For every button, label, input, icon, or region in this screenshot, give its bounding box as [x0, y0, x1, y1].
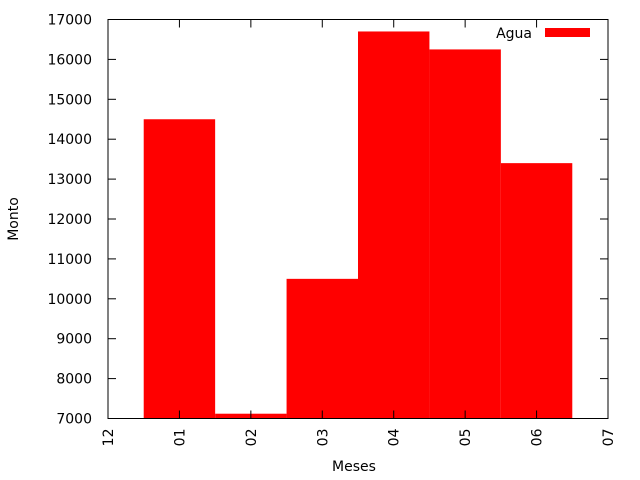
- bars-layer: [143, 31, 573, 419]
- bar-03: [286, 278, 358, 419]
- bar-06: [500, 163, 573, 419]
- y-tick-label: 10000: [47, 292, 92, 308]
- legend-swatch: [545, 28, 590, 37]
- x-axis-label: Meses: [332, 459, 376, 475]
- bar-05: [429, 49, 501, 419]
- x-tick-label: 06: [530, 428, 546, 446]
- x-tick-label: 07: [601, 429, 617, 447]
- y-tick-label: 11000: [47, 252, 92, 268]
- y-tick-label: 7000: [56, 412, 92, 428]
- y-tick-label: 14000: [47, 132, 92, 148]
- legend: Agua: [496, 26, 590, 42]
- y-tick-label: 17000: [47, 13, 92, 29]
- y-axis-label: Monto: [6, 197, 22, 241]
- y-tick-label: 13000: [47, 172, 92, 188]
- bar-01: [143, 119, 216, 419]
- y-axis: 7000 8000 9000 10000 11000 12000 13000 14000 150…: [47, 13, 608, 428]
- x-tick-label: 05: [458, 429, 474, 447]
- x-axis: 12 01 02 03 04 05 06 07: [101, 19, 617, 447]
- x-tick-label: 03: [315, 429, 331, 447]
- x-tick-label: 04: [387, 428, 403, 446]
- x-tick-label: 12: [101, 429, 117, 447]
- y-tick-label: 12000: [47, 212, 92, 228]
- y-tick-label: 9000: [56, 332, 92, 348]
- y-tick-label: 15000: [47, 92, 92, 108]
- y-tick-label: 8000: [56, 372, 92, 388]
- legend-label: Agua: [496, 26, 532, 42]
- bar-04: [358, 31, 430, 419]
- x-tick-label: 01: [172, 429, 188, 447]
- y-tick-label: 16000: [47, 52, 92, 68]
- x-tick-label: 02: [244, 429, 260, 447]
